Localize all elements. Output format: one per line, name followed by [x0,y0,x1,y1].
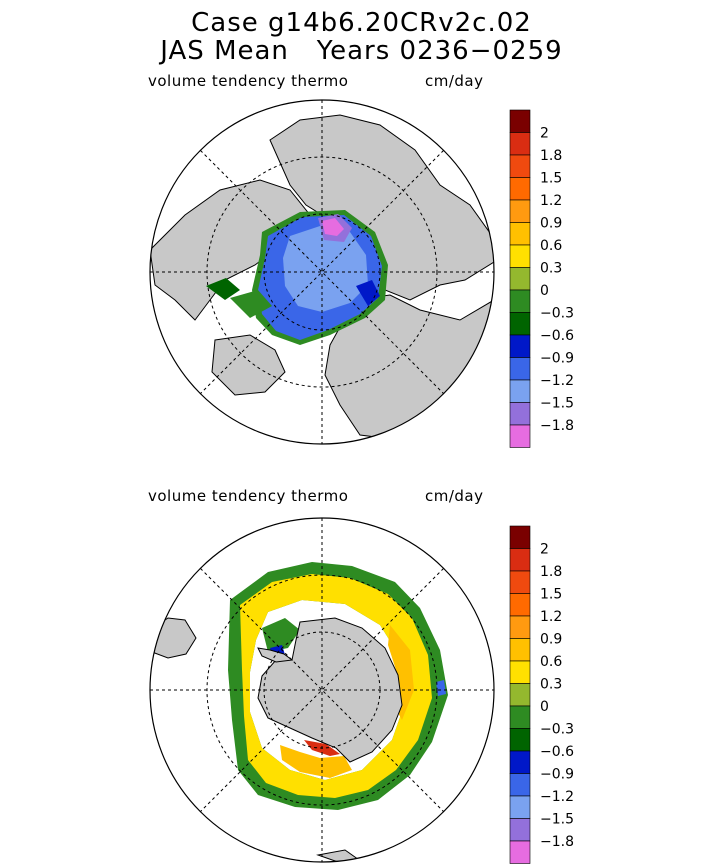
colorbar-swatch [509,289,531,313]
top-colorbar: 2 1.8 1.5 1.2 0.9 0.6 0.3 0 −0.3 −0.6 −0.9 −1.2 −1.5… [509,109,574,448]
north-graticule [150,100,494,444]
colorbar-label: 1.2 [540,609,562,625]
bottom-variable-label: volume tendency thermo [148,487,349,505]
colorbar-swatch [509,705,531,729]
colorbar-label: 1.2 [540,193,562,209]
colorbar-swatch [509,424,531,448]
colorbar-label: 0.6 [540,238,562,254]
top-units-label: cm/day [425,72,484,90]
north-ice-core [283,226,368,312]
colorbar-swatch [509,683,531,707]
colorbar-swatch [509,638,531,662]
south-graticule [150,518,494,862]
colorbar-swatch [509,660,531,684]
colorbar-label: −0.9 [540,767,574,783]
colorbar-label: −1.2 [540,373,574,389]
colorbar-swatch [509,548,531,572]
south-ice-yellow [240,574,432,798]
north-land [211,334,286,396]
top-variable-label: volume tendency thermo [148,72,349,90]
colorbar-label: 1.8 [540,564,562,580]
colorbar-swatch [509,154,531,178]
colorbar-label: 2 [540,542,549,558]
title-case: Case g14b6.20CRv2c.02 [191,8,532,38]
colorbar-swatch [509,593,531,617]
colorbar-swatch [509,109,531,133]
colorbar-swatch [509,570,531,594]
colorbar-swatch [509,177,531,201]
colorbar-label: 1.5 [540,171,562,187]
north-ice-darkgreen [206,278,240,300]
colorbar-swatch [509,773,531,797]
north-polar-map [149,99,495,445]
colorbar-label: −1.2 [540,789,574,805]
colorbar-label: 1.8 [540,148,562,164]
colorbar-label: −1.5 [540,396,574,412]
colorbar-label: 0.6 [540,654,562,670]
colorbar-swatch [509,334,531,358]
colorbar-swatch [509,357,531,381]
colorbar-swatch [509,402,531,426]
colorbar-swatch [509,795,531,819]
north-ice-darkblue [356,280,380,306]
bottom-units-label: cm/day [425,487,484,505]
south-ice-orange [280,745,352,778]
north-ice-pink [322,218,344,236]
colorbar-label: 1.5 [540,587,562,603]
colorbar-label: −1.8 [540,418,574,434]
colorbar-swatch [509,199,531,223]
colorbar-label: −0.6 [540,328,574,344]
south-polar-map [149,517,495,863]
south-ice-green-patch [262,618,300,652]
colorbar-swatch [509,615,531,639]
colorbar-label: 2 [540,126,549,142]
colorbar-swatch [509,267,531,291]
colorbar-swatch [509,750,531,774]
colorbar-swatch [509,132,531,156]
colorbar-label: −1.8 [540,834,574,850]
colorbar-label: −0.9 [540,351,574,367]
title-period: JAS Mean Years 0236−0259 [160,36,563,66]
colorbar-label: 0 [540,283,549,299]
colorbar-label: −0.6 [540,744,574,760]
colorbar-label: 0 [540,699,549,715]
north-ice-green-patch [230,290,272,318]
colorbar-swatch [509,818,531,842]
south-ice-blue [436,680,446,696]
colorbar-swatch [509,222,531,246]
colorbar-label: 0.3 [540,261,562,277]
colorbar-label: −1.5 [540,812,574,828]
colorbar-label: 0.3 [540,677,562,693]
colorbar-label: −0.3 [540,722,574,738]
south-peninsula [257,647,294,663]
colorbar-label: 0.9 [540,632,562,648]
colorbar-swatch [509,840,531,864]
colorbar-label: 0.9 [540,216,562,232]
colorbar-swatch [509,379,531,403]
colorbar-swatch [509,525,531,549]
colorbar-swatch [509,312,531,336]
bottom-colorbar: 2 1.8 1.5 1.2 0.9 0.6 0.3 0 −0.3 −0.6 −0.9 −1.2 −1.5… [509,525,574,864]
colorbar-label: −0.3 [540,306,574,322]
colorbar-swatch [509,244,531,268]
colorbar-swatch [509,728,531,752]
